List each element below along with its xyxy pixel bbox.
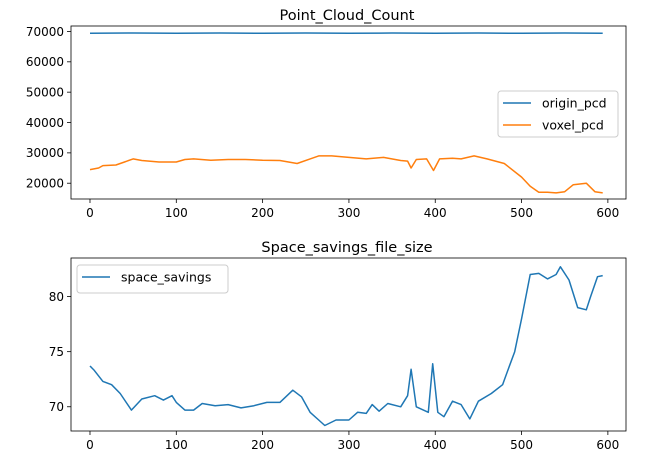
x-tick-label: 300 xyxy=(337,206,360,220)
axes-frame xyxy=(70,257,627,432)
chart-title: Point_Cloud_Count xyxy=(280,8,415,24)
x-tick-label: 500 xyxy=(510,438,533,452)
legend-box xyxy=(76,264,229,294)
x-tick-label: 200 xyxy=(251,438,274,452)
legend-label: voxel_pcd xyxy=(542,118,604,133)
x-tick-label: 600 xyxy=(596,206,619,220)
series-lines xyxy=(89,32,603,194)
series-line-space-savings xyxy=(89,266,603,427)
legend: space_savings xyxy=(76,264,229,294)
axes-frame xyxy=(70,25,627,200)
point-cloud-count-chart: Point_Cloud_Count 0 100 200 300 400 500 600 200… xyxy=(26,8,627,220)
x-tick-label: 400 xyxy=(424,438,447,452)
series-line-voxel-pcd xyxy=(89,155,603,194)
y-tick-label: 75 xyxy=(49,345,64,359)
space-savings-chart: Space_savings_file_size 0 100 200 300 400 500… xyxy=(49,240,627,452)
legend-label: space_savings xyxy=(121,270,211,285)
y-tick-label: 30000 xyxy=(26,146,64,160)
legend: origin_pcd voxel_pcd xyxy=(497,90,619,138)
y-tick-label: 20000 xyxy=(26,177,64,191)
y-tick-label: 50000 xyxy=(26,85,64,99)
series-lines xyxy=(89,266,603,427)
tick-group: 0 100 200 300 400 500 600 70 75 80 xyxy=(49,290,620,452)
x-tick-label: 0 xyxy=(86,438,94,452)
x-tick-label: 0 xyxy=(86,206,94,220)
y-tick-label: 40000 xyxy=(26,116,64,130)
chart-title: Space_savings_file_size xyxy=(261,240,432,256)
x-tick-label: 500 xyxy=(510,206,533,220)
y-tick-label: 70 xyxy=(49,400,64,414)
y-tick-label: 80 xyxy=(49,290,64,304)
x-tick-label: 600 xyxy=(596,438,619,452)
x-tick-label: 100 xyxy=(165,206,188,220)
x-tick-label: 100 xyxy=(165,438,188,452)
y-tick-label: 70000 xyxy=(26,25,64,39)
tick-group: 0 100 200 300 400 500 600 20000 30000 40000 50000 6… xyxy=(26,25,620,220)
x-tick-label: 200 xyxy=(251,206,274,220)
legend-label: origin_pcd xyxy=(542,96,607,111)
x-tick-label: 400 xyxy=(424,206,447,220)
y-tick-label: 60000 xyxy=(26,55,64,69)
x-tick-label: 300 xyxy=(337,438,360,452)
